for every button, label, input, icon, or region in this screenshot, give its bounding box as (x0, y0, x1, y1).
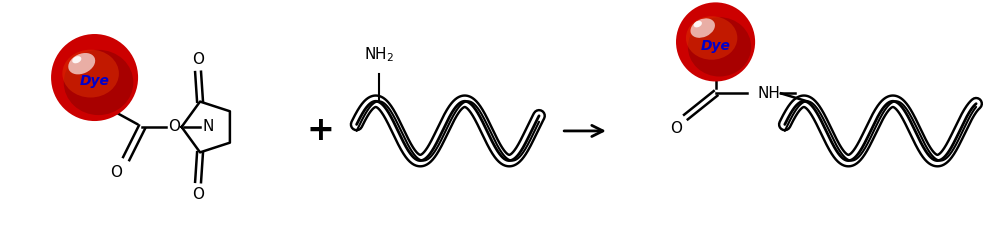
Ellipse shape (72, 56, 81, 63)
Text: O: O (168, 120, 180, 134)
Ellipse shape (68, 53, 95, 74)
Ellipse shape (51, 34, 138, 121)
Text: NH$_2$: NH$_2$ (364, 45, 394, 64)
Text: O: O (110, 165, 122, 180)
Text: O: O (192, 187, 204, 202)
Text: Dye: Dye (701, 39, 731, 53)
Text: N: N (203, 120, 214, 134)
Text: +: + (306, 115, 334, 147)
Ellipse shape (690, 18, 715, 38)
Text: Dye: Dye (80, 74, 110, 88)
Text: O: O (192, 52, 204, 66)
Ellipse shape (688, 17, 751, 76)
Text: O: O (670, 122, 682, 136)
Ellipse shape (676, 2, 755, 81)
Text: NH: NH (757, 86, 780, 101)
Ellipse shape (62, 50, 119, 98)
Ellipse shape (694, 21, 702, 27)
Ellipse shape (686, 16, 737, 60)
Ellipse shape (64, 50, 133, 115)
